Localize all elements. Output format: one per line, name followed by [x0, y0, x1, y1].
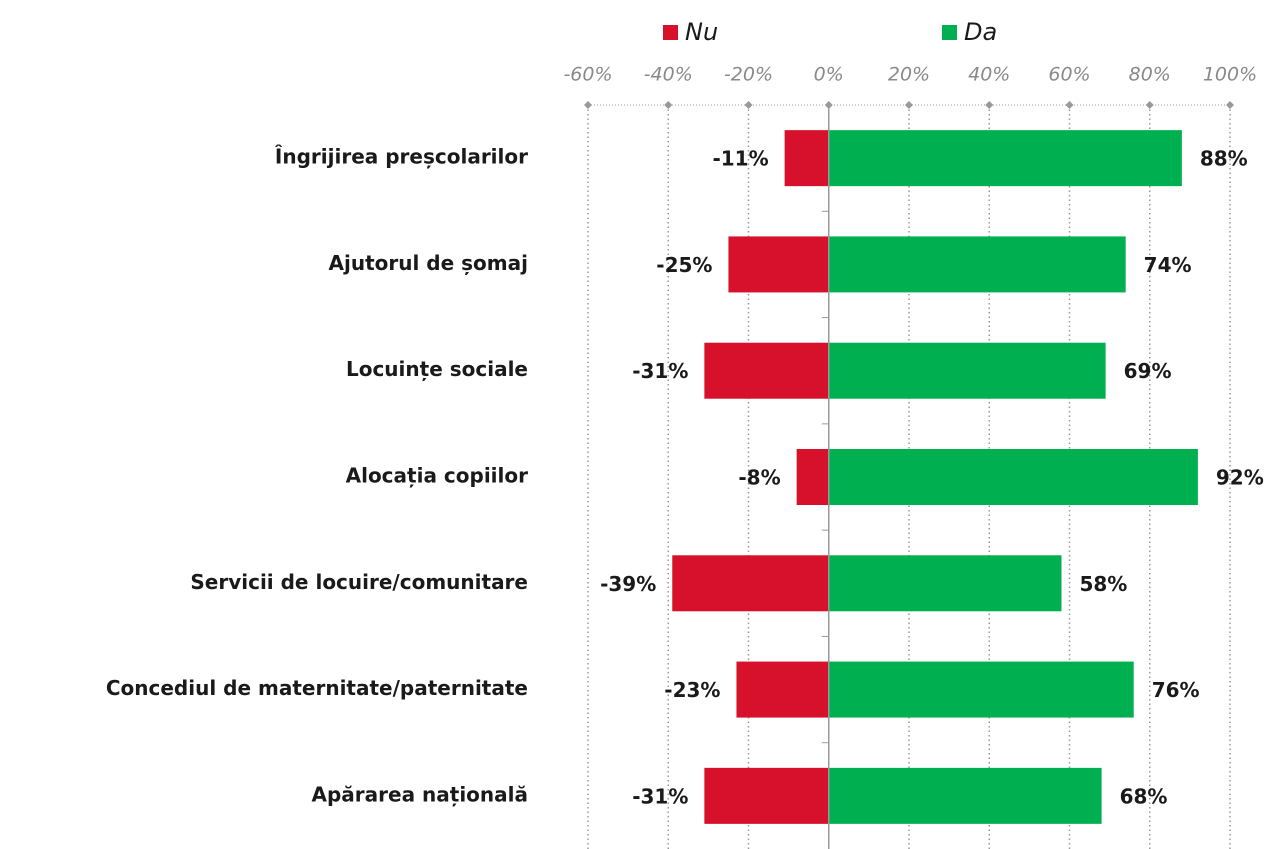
bar	[784, 130, 829, 187]
x-tick-label: -20%	[724, 64, 773, 86]
data-label: 88%	[1200, 147, 1248, 171]
x-tick-label: 100%	[1203, 64, 1257, 86]
tick-mark	[584, 101, 592, 109]
tick-mark	[744, 101, 753, 109]
tick-mark	[1065, 101, 1074, 109]
bar	[672, 555, 829, 612]
bar	[728, 236, 829, 293]
legend-swatch	[663, 25, 678, 40]
legend-label: Nu	[685, 18, 718, 46]
category-label: Îngrijirea preșcolarilor	[275, 145, 528, 169]
bar	[828, 236, 1126, 293]
bar	[796, 449, 829, 505]
bar	[828, 130, 1182, 187]
data-label: -31%	[632, 359, 688, 383]
x-tick-label: 60%	[1048, 64, 1090, 86]
category-label: Servicii de locuire/comunitare	[190, 570, 528, 594]
category-label: Ajutorul de șomaj	[329, 251, 528, 275]
x-tick-label: -60%	[563, 64, 612, 86]
tick-mark	[664, 101, 673, 109]
data-label: 74%	[1144, 253, 1192, 277]
category-label: Apărarea națională	[311, 782, 528, 806]
bar	[828, 555, 1062, 612]
bar	[828, 767, 1102, 824]
legend-label: Da	[964, 18, 997, 46]
data-label: 92%	[1216, 466, 1264, 490]
bar	[828, 661, 1134, 718]
data-label: 69%	[1124, 359, 1172, 383]
category-label: Locuințe sociale	[346, 357, 528, 381]
x-tick-label: 20%	[888, 64, 930, 86]
x-tick-label: -40%	[644, 64, 693, 86]
data-label: -11%	[712, 147, 768, 171]
tick-mark	[985, 101, 994, 109]
data-label: -23%	[664, 678, 720, 702]
bar	[704, 342, 829, 399]
x-tick-label: 40%	[968, 64, 1010, 86]
bar	[704, 767, 829, 824]
data-label: 68%	[1120, 784, 1168, 808]
data-label: -8%	[738, 466, 780, 490]
x-tick-label: 0%	[814, 64, 844, 86]
data-label: 58%	[1079, 572, 1127, 596]
data-label: 76%	[1152, 678, 1200, 702]
bar	[736, 661, 829, 718]
bar	[828, 449, 1198, 505]
legend-swatch	[942, 25, 957, 40]
category-label: Alocația copiilor	[346, 464, 529, 488]
tick-mark	[1145, 101, 1154, 109]
data-label: -31%	[632, 784, 688, 808]
tick-mark	[905, 101, 913, 109]
category-label: Concediul de maternitate/paternitate	[106, 676, 528, 700]
tick-mark	[1226, 101, 1234, 109]
x-tick-label: 80%	[1129, 64, 1171, 86]
bar	[828, 342, 1106, 399]
data-label: -39%	[600, 572, 656, 596]
data-label: -25%	[656, 253, 712, 277]
